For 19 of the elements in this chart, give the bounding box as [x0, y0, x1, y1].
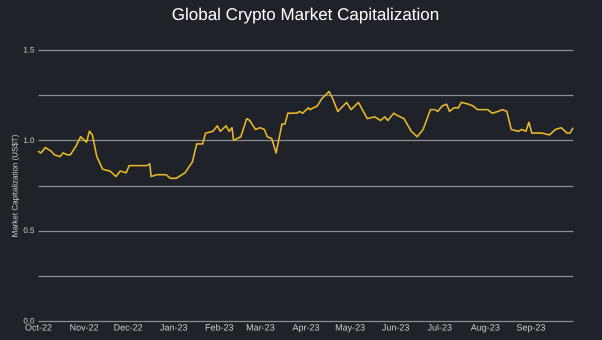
x-tick-label: Oct-22	[24, 322, 52, 332]
y-tick-label: 0.5	[23, 226, 36, 236]
x-tick-label: May-23	[335, 322, 366, 332]
x-tick-label: Nov-22	[70, 322, 99, 332]
line-series	[37, 90, 574, 180]
x-tick-label: Aug-23	[470, 322, 500, 332]
x-tick-label: Jul-23	[427, 322, 452, 332]
y-tick-label: 1.0	[23, 136, 36, 145]
y-axis-title: Market Capitalization (US$T)	[10, 134, 20, 238]
x-tick-label: Feb-23	[205, 322, 234, 332]
x-tick-label: Apr-23	[292, 322, 320, 332]
x-tick-label: Mar-23	[246, 322, 275, 332]
x-tick-label: Dec-22	[114, 322, 143, 332]
x-tick-label: Jun-23	[382, 322, 410, 332]
y-tick-label: 1.5	[23, 46, 36, 54]
x-tick-label: Sep-23	[516, 322, 546, 332]
chart-title: Global Crypto Market Capitalization	[172, 5, 440, 24]
x-tick-label: Jan-23	[160, 322, 188, 332]
y-tick-label: 0.0	[23, 316, 36, 326]
